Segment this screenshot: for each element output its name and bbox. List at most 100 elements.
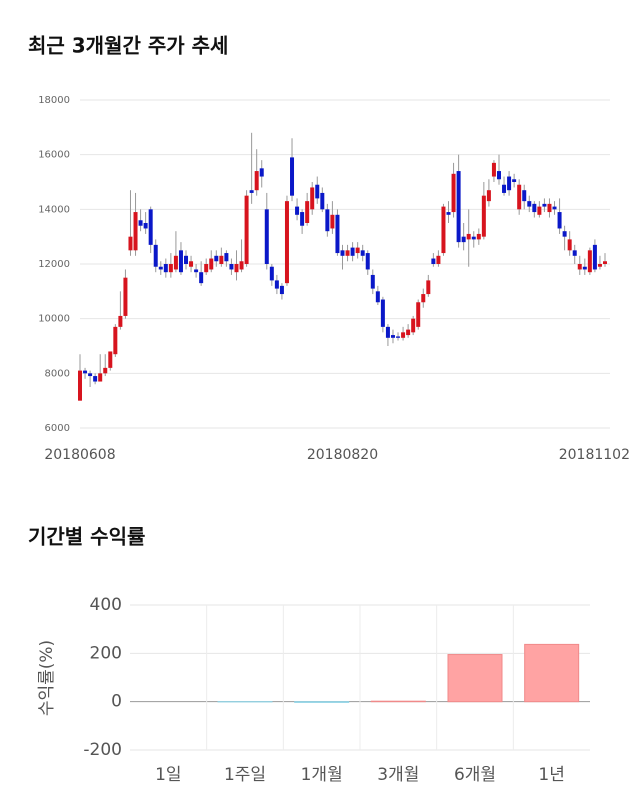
candle-body xyxy=(103,367,108,374)
candle-body xyxy=(83,370,88,374)
chart-title: 기간별 수익률 xyxy=(28,525,145,549)
candle-body xyxy=(244,195,249,264)
y-tick-label: 400 xyxy=(90,595,122,615)
candle-body xyxy=(209,258,214,270)
candle-body xyxy=(204,264,209,273)
candle-body xyxy=(481,195,486,237)
bar xyxy=(447,654,503,703)
x-tick-label: 20180608 xyxy=(44,447,115,463)
candle-body xyxy=(436,255,441,264)
candle-body xyxy=(178,250,183,273)
candle-body xyxy=(562,231,567,237)
candle-body xyxy=(214,255,219,262)
y-axis-label: 수익률(%) xyxy=(37,640,57,716)
candle-body xyxy=(168,264,173,273)
candle-body xyxy=(194,269,199,273)
candle-body xyxy=(365,253,370,270)
candle-body xyxy=(502,184,507,193)
candle-body xyxy=(406,329,411,336)
candle-body xyxy=(547,203,552,213)
x-tick-label: 1년 xyxy=(538,765,564,785)
candle-body xyxy=(274,280,279,289)
candle-body xyxy=(603,261,607,264)
candle-body xyxy=(360,250,365,256)
candle-body xyxy=(133,212,138,251)
candle-body xyxy=(587,250,592,273)
candle-body xyxy=(451,173,456,213)
candle-body xyxy=(315,184,320,199)
candle-body xyxy=(143,223,148,229)
candle-body xyxy=(325,209,330,232)
candle-body xyxy=(163,264,168,273)
candle-body xyxy=(113,326,118,355)
y-tick-label: 0 xyxy=(111,692,122,712)
y-tick-label: 12000 xyxy=(38,259,70,270)
candle-body xyxy=(88,373,93,377)
candle-body xyxy=(199,272,204,284)
candle-body xyxy=(158,266,163,270)
y-tick-label: 16000 xyxy=(38,150,70,161)
y-tick-label: 10000 xyxy=(38,314,70,325)
candle-body xyxy=(128,236,133,251)
candle-body xyxy=(542,203,547,207)
y-tick-label: -200 xyxy=(83,740,122,760)
candle-body xyxy=(557,212,562,229)
x-tick-label: 1주일 xyxy=(224,765,266,785)
candle-body xyxy=(173,255,178,270)
candle-body xyxy=(592,244,597,270)
candle-body xyxy=(491,162,496,177)
candle-body xyxy=(345,250,350,256)
candle-body xyxy=(572,250,577,256)
candle-body xyxy=(239,261,244,270)
x-tick-label: 6개월 xyxy=(454,765,496,785)
candle-body xyxy=(234,264,239,273)
y-tick-label: 14000 xyxy=(38,204,70,215)
bar xyxy=(524,643,580,703)
candle-body xyxy=(350,247,355,256)
x-tick-label: 20181102 xyxy=(559,447,630,463)
x-tick-label: 1일 xyxy=(155,765,181,785)
candle-body xyxy=(461,236,466,243)
chart-title: 최근 3개월간 주가 추세 xyxy=(28,34,228,58)
candle-body xyxy=(305,201,310,223)
candle-body xyxy=(295,206,300,215)
candle-body xyxy=(390,335,395,338)
candle-body xyxy=(476,233,481,240)
candle-body xyxy=(385,326,390,338)
y-tick-label: 6000 xyxy=(45,423,70,434)
bar xyxy=(294,701,350,703)
candle-body xyxy=(219,255,224,264)
candle-body xyxy=(411,318,416,333)
candle-body xyxy=(486,190,491,202)
candle-body xyxy=(254,171,259,191)
candle-body xyxy=(310,187,315,210)
candle-body xyxy=(229,264,234,270)
candle-body xyxy=(189,261,194,267)
candle-body xyxy=(421,294,426,303)
candle-body xyxy=(512,179,517,182)
candle-body xyxy=(320,192,325,210)
candle-body xyxy=(184,255,189,264)
candle-body xyxy=(355,247,360,254)
candle-body xyxy=(340,250,345,256)
candle-body xyxy=(517,184,522,210)
candle-body xyxy=(426,280,431,295)
x-tick-label: 3개월 xyxy=(377,765,419,785)
candle-body xyxy=(93,376,98,382)
candle-body xyxy=(401,332,406,338)
candle-body xyxy=(431,258,436,264)
candle-body xyxy=(471,236,476,240)
candle-body xyxy=(123,277,128,316)
candle-body xyxy=(552,206,557,210)
candle-body xyxy=(259,168,264,177)
candle-body xyxy=(108,351,113,368)
candle-body xyxy=(249,190,254,193)
candle-body xyxy=(98,373,103,382)
candle-body xyxy=(522,190,527,202)
candle-body xyxy=(507,176,512,191)
x-tick-label: 20180820 xyxy=(307,447,378,463)
candle-body xyxy=(335,214,340,254)
candle-body xyxy=(284,201,289,284)
candle-body xyxy=(567,239,572,251)
